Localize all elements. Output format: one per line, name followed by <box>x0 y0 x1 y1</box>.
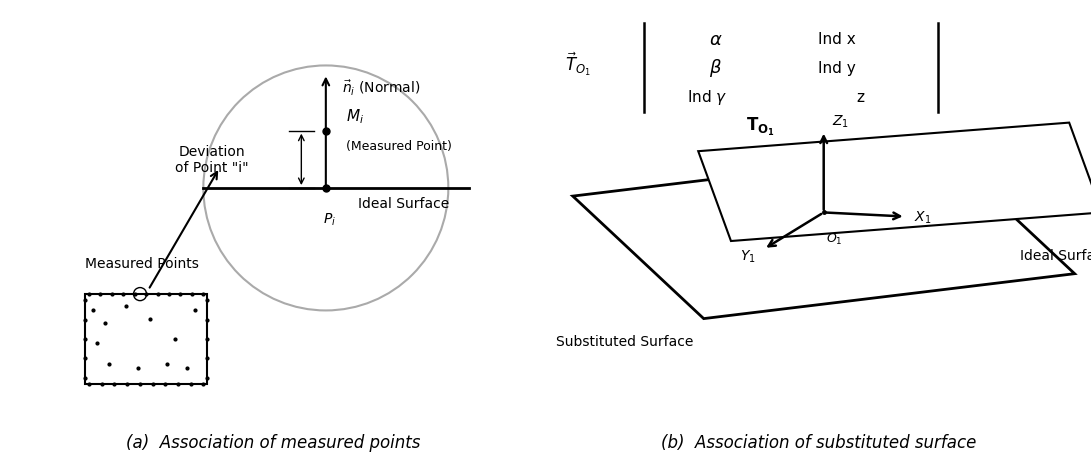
Text: Ideal Surface: Ideal Surface <box>1020 249 1091 263</box>
Text: $Z_1$: $Z_1$ <box>832 113 849 130</box>
Text: $M_i$: $M_i$ <box>346 106 364 125</box>
Text: (Measured Point): (Measured Point) <box>346 140 452 153</box>
Text: $\vec{n}_i$ (Normal): $\vec{n}_i$ (Normal) <box>343 79 421 98</box>
Bar <box>85 294 207 384</box>
Polygon shape <box>573 152 1075 319</box>
Text: Ind y: Ind y <box>818 61 856 76</box>
Text: z: z <box>856 89 864 104</box>
Text: $P_i$: $P_i$ <box>323 211 336 227</box>
Text: Ideal Surface: Ideal Surface <box>359 197 449 211</box>
Text: $\alpha$: $\alpha$ <box>709 31 722 49</box>
Text: Deviation
of Point "i": Deviation of Point "i" <box>175 145 249 175</box>
Polygon shape <box>698 123 1091 242</box>
Text: Measured Points: Measured Points <box>85 256 199 270</box>
Text: Ind $\gamma$: Ind $\gamma$ <box>687 88 728 106</box>
Text: $O_1$: $O_1$ <box>827 232 843 246</box>
Text: $\vec{T}_{O_1}$: $\vec{T}_{O_1}$ <box>565 50 591 78</box>
Text: $Y_1$: $Y_1$ <box>740 248 756 264</box>
Text: $\mathbf{T_{O_1}}$: $\mathbf{T_{O_1}}$ <box>746 116 775 138</box>
Text: (a)  Association of measured points: (a) Association of measured points <box>125 433 420 451</box>
Text: $\beta$: $\beta$ <box>709 57 722 79</box>
Text: Substituted Surface: Substituted Surface <box>556 334 694 348</box>
Text: Ind x: Ind x <box>818 32 856 47</box>
Text: $X_1$: $X_1$ <box>914 209 931 225</box>
Text: (b)  Association of substituted surface: (b) Association of substituted surface <box>660 433 976 451</box>
